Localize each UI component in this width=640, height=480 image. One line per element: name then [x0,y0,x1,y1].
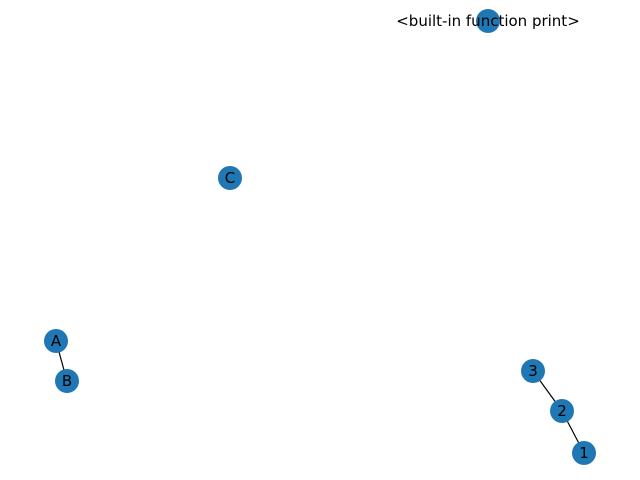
node-print: <built-in function print> [396,9,580,33]
node-print-circle [476,9,500,33]
node-b-label: B [62,372,72,390]
node-print-label: <built-in function print> [396,12,580,30]
node-b: B [55,369,79,393]
node-a-label: A [51,332,62,350]
node-1-label: 1 [579,444,589,462]
node-b-circle [55,369,79,393]
node-1-circle [572,441,596,465]
node-c-label: C [225,169,235,187]
edges-layer [55,340,585,454]
node-3-circle [521,359,545,383]
node-c: C [218,166,242,190]
node-2: 2 [550,399,574,423]
nodes-layer: <built-in function print> C A B 3 2 1 [44,9,596,465]
node-1: 1 [572,441,596,465]
node-2-circle [550,399,574,423]
node-3: 3 [521,359,545,383]
node-c-circle [218,166,242,190]
node-a: A [44,329,68,353]
node-3-label: 3 [528,362,538,380]
node-2-label: 2 [557,402,567,420]
node-a-circle [44,329,68,353]
